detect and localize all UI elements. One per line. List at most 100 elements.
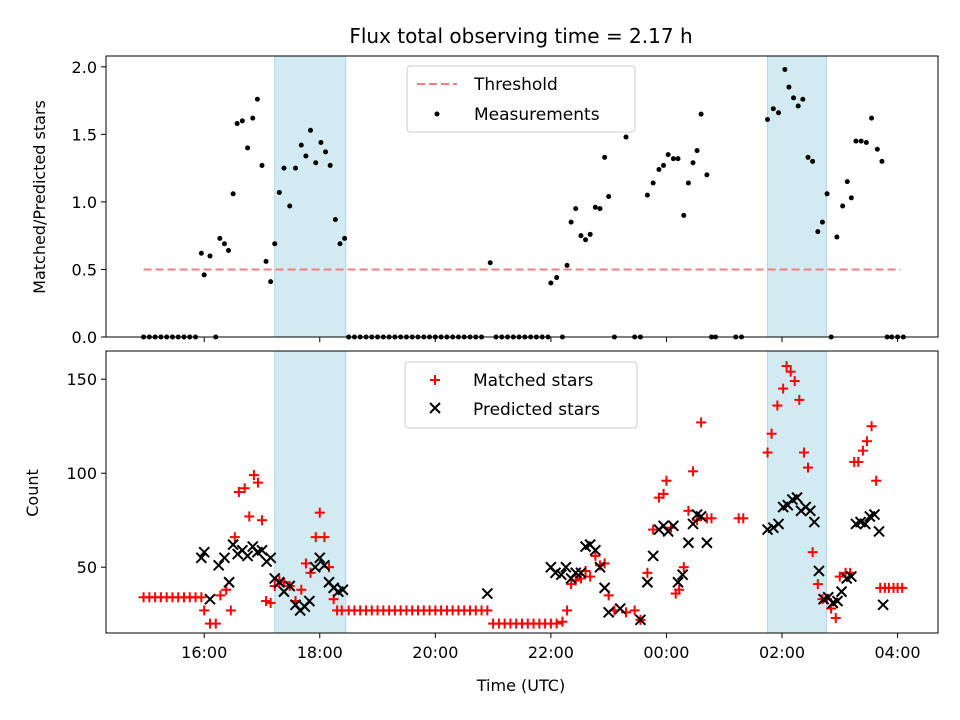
bottom-panel: 50 100 150 16:00 18:00 20:00 22:00 00:00 02:00 0… [23,350,939,695]
predicted-star-point [318,559,331,572]
bottom-x-ticks: 16:00 18:00 20:00 22:00 00:00 02:00 04:00 [181,633,921,662]
top-y-tick-label: 1.0 [72,193,97,212]
legend-matched-label: Matched stars [473,371,593,391]
measurement-point [765,116,771,122]
predicted-star-point [560,561,572,573]
matched-star-point [794,394,805,405]
measurement-point [318,139,324,145]
legend-measurements-label: Measurements [474,105,600,125]
predicted-star-point [218,552,231,564]
predicted-star-point [682,537,695,549]
bottom-y-tick-label: 150 [66,370,97,389]
measurement-point [623,134,629,140]
measurement-point [293,165,299,171]
measurement-point [298,142,304,148]
matched-star-point [897,582,908,593]
measurement-point [879,158,885,164]
predicted-star-point [791,491,803,504]
measurement-point [650,180,656,186]
measurement-point [644,192,650,198]
predicted-star-point [701,537,713,549]
bottom-y-tick-label: 50 [77,558,97,577]
predicted-star-point [481,587,494,600]
matched-star-point [196,592,207,603]
measurement-point [690,160,696,166]
measurement-point [815,229,821,235]
matched-star-point [785,366,796,377]
top-y-tick-label: 2.0 [72,58,97,77]
matched-star-point [319,532,330,543]
measurement-point [770,106,776,112]
predicted-star-point [868,508,881,521]
matched-star-point [807,547,818,558]
chart-title: Flux total observing time = 2.17 h [349,24,692,48]
bottom-legend: Matched stars Predicted stars [404,361,638,429]
measurement-point [564,262,570,268]
measurement-point [800,96,806,102]
top-y-tick-label: 0.0 [72,328,97,347]
matched-star-point [585,571,596,582]
matched-star-point [244,511,255,522]
matched-star-point [683,505,694,516]
matched-star-point [798,447,809,458]
matched-star-point [248,470,259,481]
predicted-star-point [672,576,684,588]
measurement-point [656,166,662,172]
predicted-star-point [223,576,235,588]
measurement-point [848,195,854,201]
predicted-star-point [594,561,606,573]
measurement-point [323,149,329,155]
measurement-point [685,180,691,186]
predicted-star-point [813,565,825,577]
measurement-point [308,127,314,133]
matched-star-point [706,513,717,524]
matched-star-point [789,376,800,387]
measurement-point [217,235,223,241]
legend-measurement-swatch [434,111,440,117]
matched-star-point [300,558,311,569]
bottom-axes-frame [105,350,939,634]
predicted-star-point [647,550,659,562]
shaded-interval-bottom-1 [767,350,827,634]
shaded-interval-top-1 [767,55,827,338]
predicted-star-point [804,505,817,517]
predicted-star-point [575,567,587,579]
measurement-point [487,260,493,266]
predicted-star-point [859,518,871,530]
measurement-point [583,237,589,243]
measurement-point [681,212,687,218]
matched-star-point [766,428,777,439]
predicted-star-point [767,522,780,534]
measurement-point [573,206,579,212]
predicted-star-point [602,606,615,619]
measurement-point [675,156,681,162]
matched-star-point [642,567,653,578]
predicted-star-point [195,552,208,564]
matched-star-point [590,550,601,561]
legend-threshold-label: Threshold [473,75,558,95]
matched-star-point [781,361,792,372]
measurement-point [592,204,598,210]
top-y-axis-label: Matched/Predicted stars [30,100,49,294]
predicted-star-point [337,584,349,596]
measurement-point [254,96,260,102]
predicted-star-point [598,582,611,594]
predicted-star-point [808,516,821,528]
predicted-star-point [303,595,316,607]
measurement-point [776,110,782,116]
matched-star-point [674,584,685,595]
matched-star-point [257,515,267,526]
predicted-star-point [873,525,885,538]
predicted-star-point [198,546,210,558]
matched-star-point [261,596,272,607]
matched-star-point [772,400,783,411]
top-y-tick-label: 0.5 [72,260,97,279]
measurement-point [795,103,801,109]
measurement-point [874,146,880,152]
matched-star-point [658,488,669,499]
measurement-point [805,154,811,160]
matched-star-point [871,475,882,486]
predicted-star-point [284,580,296,592]
bottom-y-ticks: 50 100 150 [66,370,106,577]
